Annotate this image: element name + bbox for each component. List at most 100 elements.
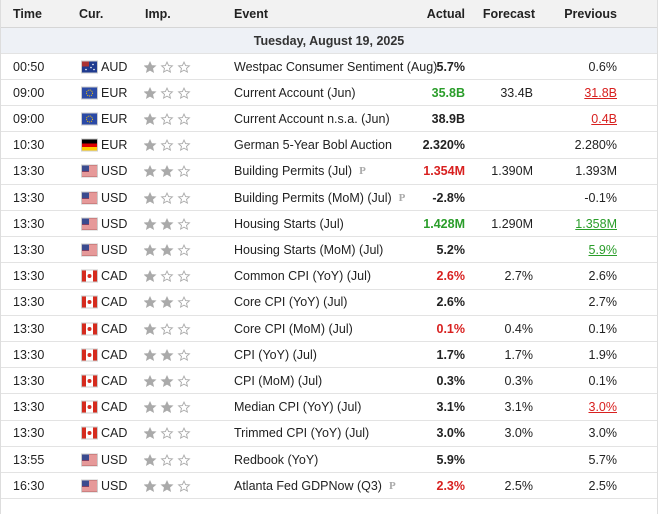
importance-stars [144, 60, 191, 73]
flag [81, 479, 98, 493]
importance-stars [144, 243, 191, 256]
currency: USD [101, 190, 128, 205]
column-header: Previous [564, 6, 617, 21]
forecast: 0.3% [504, 373, 534, 388]
importance-stars [144, 479, 191, 492]
time: 10:30 [13, 138, 45, 153]
time: 13:30 [13, 400, 45, 415]
event-row: 13:30 CAD Trimmed CPI (YoY) (Jul) 3.0% 3.0% 3… [1, 421, 657, 447]
actual: 3.0% [436, 426, 466, 441]
actual: 5.9% [436, 452, 466, 467]
event: Current Account n.s.a. (Jun) [234, 111, 390, 126]
forecast: 0.4% [504, 321, 534, 336]
event: Atlanta Fed GDPNow (Q3) [234, 478, 382, 493]
event: CPI (MoM) (Jul) [234, 373, 323, 388]
column-header: Forecast [482, 6, 535, 21]
currency: USD [101, 164, 128, 179]
previous: -0.1% [584, 190, 617, 205]
event: Building Permits (MoM) (Jul) [234, 190, 392, 205]
importance-stars [144, 296, 191, 309]
flag [81, 322, 98, 335]
importance-stars [144, 165, 191, 178]
previous: 0.6% [588, 59, 618, 74]
event-row: 13:30 CAD Median CPI (YoY) (Jul) 3.1% 3.1% 3.… [1, 395, 657, 421]
currency: CAD [101, 269, 128, 284]
flag [81, 243, 98, 257]
flag [81, 164, 98, 178]
importance-stars [144, 322, 191, 335]
event: Current Account (Jun) [234, 85, 356, 100]
currency: CAD [101, 426, 128, 441]
previous: 1.393M [575, 164, 617, 179]
event-row: 13:30 USD Building Permits (MoM) (Jul) P -2.… [1, 185, 657, 211]
previous: 2.6% [588, 269, 618, 284]
time: 13:30 [13, 269, 45, 284]
flag [81, 295, 98, 309]
currency: CAD [101, 400, 128, 415]
previous: 0.1% [588, 373, 618, 388]
forecast: 2.7% [504, 269, 534, 284]
actual: 2.3% [436, 478, 466, 493]
column-header: Event [234, 6, 269, 21]
flag [81, 374, 98, 388]
event-row: 10:30 EUR German 5-Year Bobl Auction 2.320%… [1, 133, 657, 159]
currency: EUR [101, 138, 128, 153]
time: 00:50 [13, 59, 45, 74]
column-header: Actual [426, 6, 465, 21]
time: 13:30 [13, 216, 45, 231]
importance-stars [144, 453, 191, 466]
event-row: 13:55 USD Redbook (YoY) 5.9% 5.7% [1, 447, 657, 473]
event-row: 09:00 EUR Current Account n.s.a. (Jun) 38.9… [1, 106, 657, 133]
previous: 0.4B [591, 111, 617, 126]
previous: 2.7% [588, 295, 618, 310]
event: CPI (YoY) (Jul) [234, 347, 317, 362]
previous: 2.5% [588, 478, 618, 493]
currency: USD [101, 452, 128, 467]
importance-stars [144, 139, 191, 152]
importance-stars [144, 217, 191, 230]
event: Core CPI (MoM) (Jul) [234, 321, 353, 336]
event: Housing Starts (Jul) [234, 216, 344, 231]
currency: CAD [101, 295, 128, 310]
currency: AUD [101, 59, 128, 74]
importance-stars [144, 401, 191, 414]
importance-stars [144, 112, 191, 125]
time: 09:00 [13, 111, 45, 126]
currency: CAD [101, 373, 128, 388]
event: German 5-Year Bobl Auction [234, 138, 392, 153]
actual: 2.320% [422, 138, 465, 153]
flag [81, 217, 98, 231]
actual: 2.6% [436, 295, 466, 310]
event-row: 13:30 USD Building Permits (Jul) P 1.354M 1.3… [1, 159, 657, 185]
currency: USD [101, 242, 128, 257]
time: 09:00 [13, 85, 45, 100]
time: 13:30 [13, 347, 45, 362]
event: Westpac Consumer Sentiment (Aug) [234, 59, 438, 74]
importance-stars [144, 191, 191, 204]
forecast: 33.4B [500, 85, 533, 100]
event: Building Permits (Jul) [234, 164, 353, 179]
forecast: 3.1% [504, 400, 534, 415]
currency: CAD [101, 347, 128, 362]
event-row: 13:30 CAD Core CPI (MoM) (Jul) 0.1% 0.4% 0.1% [1, 316, 657, 342]
event-row: 13:30 CAD CPI (YoY) (Jul) 1.7% 1.7% 1.9% [1, 342, 657, 369]
actual: 1.7% [436, 347, 466, 362]
previous: 31.8B [584, 85, 617, 100]
currency: USD [101, 478, 128, 493]
event-row: 13:30 USD Housing Starts (Jul) 1.428M 1.290M… [1, 211, 657, 238]
time: 13:30 [13, 321, 45, 336]
forecast: 1.7% [504, 347, 534, 362]
time: 13:30 [13, 295, 45, 310]
forecast: 1.290M [491, 216, 533, 231]
currency: CAD [101, 321, 128, 336]
preliminary-icon: P [388, 479, 396, 492]
event: Common CPI (YoY) (Jul) [234, 269, 372, 284]
importance-stars [144, 374, 191, 387]
flag [81, 426, 98, 440]
time: 13:30 [13, 373, 45, 388]
previous: 0.1% [588, 321, 618, 336]
previous: 3.0% [588, 400, 618, 415]
importance-stars [144, 270, 191, 283]
actual: 3.1% [436, 400, 466, 415]
forecast: 3.0% [504, 426, 534, 441]
